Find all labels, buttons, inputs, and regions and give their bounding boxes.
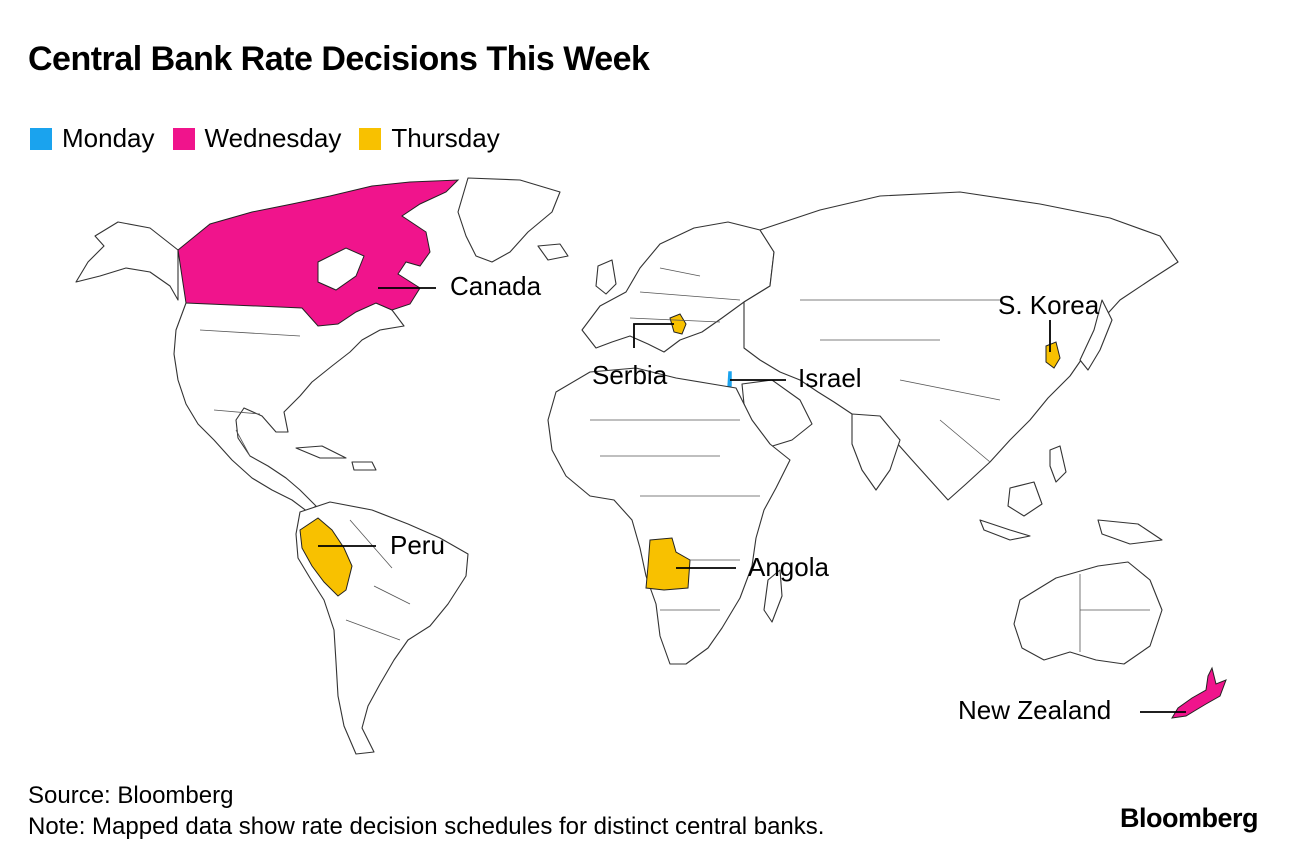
borders-asia [800,299,1001,463]
legend-label-wednesday: Wednesday [204,123,342,153]
hudson-bay [317,247,365,291]
philippines [1049,445,1067,483]
new-guinea [1097,519,1163,545]
legend-label-thursday: Thursday [391,123,500,153]
angola-region [645,537,691,591]
bloomberg-logo: Bloomberg [1119,803,1259,833]
borneo [1007,481,1043,517]
canada-region [177,179,460,327]
asia [743,191,1179,501]
peru-region [299,517,353,597]
legend-swatch-thursday [359,127,382,150]
borders-north-america [199,329,301,457]
new-zealand-label: New Zealand [958,695,1111,725]
canada-label: Canada [450,271,542,301]
legend: Monday Wednesday Thursday [30,123,500,154]
borders-africa [590,419,760,611]
serbia-label: Serbia [592,360,668,390]
india [851,413,901,491]
legend-label-monday: Monday [62,123,155,153]
borders-europe [629,267,741,323]
legend-swatch-wednesday [172,127,195,150]
footer: Source: Bloomberg Note: Mapped data show… [28,780,824,842]
cuba [295,445,347,459]
israel-label: Israel [798,363,862,393]
usa-mexico-central-america [173,302,405,513]
borders-australia [1079,574,1150,652]
note-text: Note: Mapped data show rate decision sch… [28,813,825,840]
legend-item-wednesday: Wednesday [172,123,342,154]
s-korea-label: S. Korea [998,290,1100,320]
australia [1013,561,1163,665]
source-text: Source: Bloomberg [28,782,234,809]
legend-swatch-monday [30,127,52,150]
angola-label: Angola [748,552,829,582]
legend-item-thursday: Thursday [359,123,500,154]
africa [547,367,791,665]
great-britain [595,259,617,295]
peru-label: Peru [390,530,445,560]
new-zealand-region [1171,666,1227,719]
serbia-leader [633,323,674,348]
greenland [457,177,561,263]
legend-item-monday: Monday [30,123,155,154]
borders-south-america [345,519,411,641]
iceland [537,243,569,261]
indonesia-1 [979,519,1031,541]
japan [1079,299,1113,371]
hispaniola [351,461,377,471]
madagascar [763,569,783,623]
alaska [75,221,179,301]
chart-title: Central Bank Rate Decisions This Week [28,40,650,78]
israel-region [727,371,732,390]
serbia-region [669,313,687,335]
